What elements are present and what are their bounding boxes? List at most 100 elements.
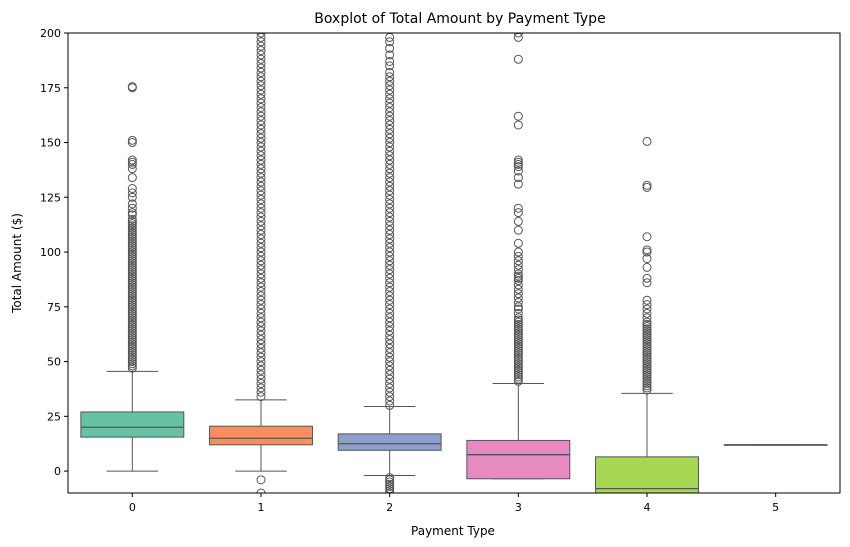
outlier-point xyxy=(385,203,395,213)
outlier-point xyxy=(256,133,266,143)
outlier-point xyxy=(513,269,523,279)
outlier-point xyxy=(513,289,523,299)
outlier-point xyxy=(385,120,395,130)
outlier-point xyxy=(642,363,652,373)
outlier-point xyxy=(385,111,395,121)
outlier-point xyxy=(513,179,523,189)
outlier-point xyxy=(513,370,523,380)
outlier-point xyxy=(513,319,523,329)
outlier-point xyxy=(513,173,523,183)
outlier-point xyxy=(642,308,652,318)
outlier-point xyxy=(513,54,523,64)
outlier-point xyxy=(513,328,523,338)
box-0 xyxy=(80,411,185,438)
outlier-point xyxy=(385,50,395,60)
outlier-point xyxy=(513,225,523,235)
outlier-point xyxy=(513,350,523,360)
outlier-point xyxy=(385,247,395,257)
outlier-point xyxy=(513,372,523,382)
outlier-point xyxy=(513,284,523,294)
outlier-point xyxy=(513,332,523,342)
outlier-point xyxy=(642,319,652,329)
outlier-point xyxy=(642,339,652,349)
outlier-point xyxy=(642,330,652,340)
outlier-point xyxy=(642,381,652,391)
outlier-point xyxy=(256,124,266,134)
outlier-point xyxy=(127,269,137,279)
outlier-point xyxy=(127,308,137,318)
outlier-point xyxy=(385,177,395,187)
outlier-point xyxy=(127,184,137,194)
y-tick-label: 125 xyxy=(40,191,61,204)
outlier-point xyxy=(127,157,137,167)
outlier-point xyxy=(385,477,395,487)
outlier-point xyxy=(127,260,137,270)
outlier-point xyxy=(513,276,523,286)
outlier-point xyxy=(385,400,395,410)
outlier-point xyxy=(127,361,137,371)
outlier-point xyxy=(385,56,395,66)
outlier-point xyxy=(513,273,523,283)
outlier-point xyxy=(385,129,395,139)
outlier-point xyxy=(256,94,266,104)
outlier-point xyxy=(256,194,266,204)
outlier-point xyxy=(642,346,652,356)
outlier-point xyxy=(642,376,652,386)
outlier-point xyxy=(256,173,266,183)
outlier-point xyxy=(642,313,652,323)
outlier-point xyxy=(127,254,137,264)
outlier-point xyxy=(513,341,523,351)
outlier-point xyxy=(127,240,137,250)
outlier-point xyxy=(385,374,395,384)
outlier-point xyxy=(385,361,395,371)
outlier-point xyxy=(256,168,266,178)
outlier-point xyxy=(127,346,137,356)
outlier-point xyxy=(385,212,395,222)
x-tick-label: 5 xyxy=(772,501,779,514)
box-2 xyxy=(337,433,442,451)
outlier-point xyxy=(385,181,395,191)
x-axis-label: Payment Type xyxy=(411,524,495,538)
y-axis: 0 25 50 75 100 125 150 175 200 xyxy=(40,27,68,478)
y-tick-label: 150 xyxy=(40,137,61,150)
outlier-point xyxy=(642,385,652,395)
outlier-point xyxy=(513,315,523,325)
outlier-point xyxy=(642,348,652,358)
x-tick-label: 0 xyxy=(129,501,136,514)
outlier-point xyxy=(385,357,395,367)
outlier-point xyxy=(127,159,137,169)
outlier-point xyxy=(127,315,137,325)
outlier-point xyxy=(256,365,266,375)
outlier-point xyxy=(256,370,266,380)
outlier-point xyxy=(513,308,523,318)
outlier-point xyxy=(127,313,137,323)
outlier-point xyxy=(127,236,137,246)
outlier-point xyxy=(385,313,395,323)
box-group-2 xyxy=(337,33,442,493)
outlier-point xyxy=(385,473,395,483)
outlier-point xyxy=(385,300,395,310)
box-group-0 xyxy=(80,82,185,472)
outlier-point xyxy=(385,269,395,279)
outlier-point xyxy=(127,247,137,257)
outlier-point xyxy=(642,378,652,388)
outlier-point xyxy=(127,265,137,275)
outlier-point xyxy=(513,359,523,369)
outlier-point xyxy=(256,181,266,191)
outlier-point xyxy=(642,317,652,327)
outlier-point xyxy=(256,76,266,86)
outlier-point xyxy=(513,317,523,327)
outlier-point xyxy=(642,304,652,314)
outlier-point xyxy=(513,111,523,121)
outlier-point xyxy=(513,271,523,281)
outlier-point xyxy=(385,199,395,209)
outlier-point xyxy=(256,142,266,152)
outlier-point xyxy=(127,135,137,145)
outlier-point xyxy=(513,357,523,367)
outlier-point xyxy=(256,50,266,60)
outlier-point xyxy=(642,337,652,347)
outlier-point xyxy=(513,120,523,130)
outlier-point xyxy=(256,374,266,384)
outlier-point xyxy=(127,300,137,310)
outlier-point xyxy=(642,372,652,382)
